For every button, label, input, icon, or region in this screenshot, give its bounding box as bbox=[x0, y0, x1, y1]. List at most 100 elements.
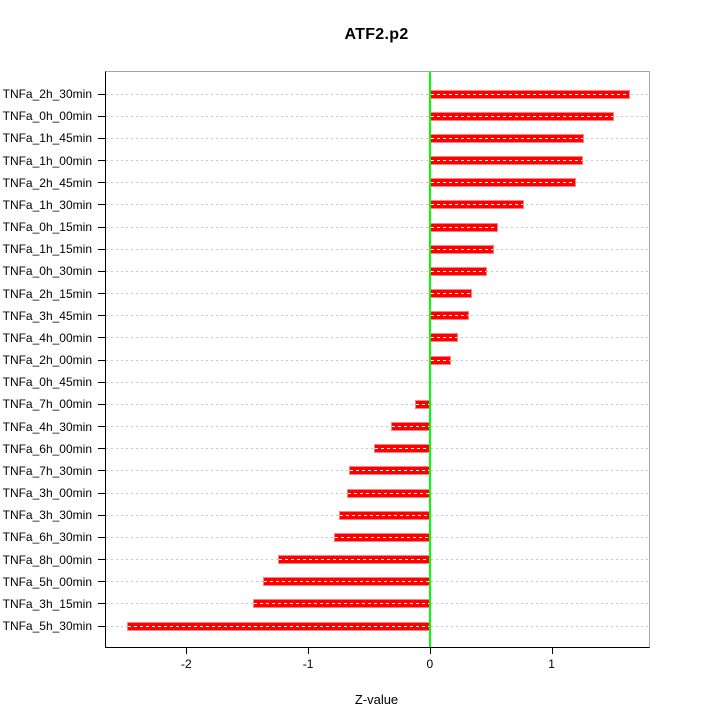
bar bbox=[263, 577, 430, 587]
bar bbox=[429, 222, 499, 232]
y-axis-tick bbox=[98, 492, 105, 494]
bar bbox=[338, 510, 430, 520]
y-axis-category-label: TNFa_5h_30min bbox=[2, 619, 92, 633]
y-axis-tick bbox=[98, 470, 105, 472]
bar bbox=[429, 200, 524, 210]
x-axis-tick-label: 0 bbox=[426, 657, 434, 671]
y-axis-category-label: TNFa_1h_00min bbox=[2, 153, 92, 168]
y-axis-tick bbox=[98, 315, 105, 317]
bar-inner-dash bbox=[430, 315, 468, 317]
gridline bbox=[106, 337, 649, 339]
bar-inner-dash bbox=[391, 426, 429, 427]
bar-inner-dash bbox=[430, 359, 450, 361]
x-axis-tick bbox=[308, 648, 310, 654]
gridline bbox=[106, 160, 649, 161]
chart-title: ATF2.p2 bbox=[344, 26, 409, 43]
bar bbox=[390, 422, 430, 431]
y-axis-category-label: TNFa_0h_45min bbox=[2, 375, 92, 390]
bar-inner-dash bbox=[430, 248, 494, 250]
y-axis-category-label: TNFa_7h_30min bbox=[2, 463, 92, 478]
x-axis-tick bbox=[186, 648, 188, 654]
bar bbox=[429, 355, 451, 365]
y-axis-category-label: TNFa_7h_00min bbox=[2, 397, 92, 412]
y-axis-tick bbox=[98, 581, 105, 583]
y-axis-tick bbox=[98, 160, 105, 161]
y-axis-tick bbox=[98, 337, 105, 339]
bar bbox=[349, 466, 430, 476]
bar bbox=[429, 89, 630, 99]
y-axis-category-label: TNFa_8h_00min bbox=[2, 552, 92, 567]
gridline bbox=[106, 115, 649, 117]
y-axis-tick bbox=[98, 226, 105, 228]
gridline bbox=[106, 426, 649, 427]
bar-inner-dash bbox=[350, 470, 429, 472]
x-axis-label: Z-value bbox=[354, 692, 399, 707]
y-axis-category-label: TNFa_2h_00min bbox=[2, 353, 92, 367]
y-axis-tick bbox=[98, 93, 105, 95]
bar bbox=[277, 555, 430, 564]
gridline bbox=[106, 403, 649, 405]
y-axis-tick bbox=[98, 514, 105, 516]
bar-inner-dash bbox=[430, 93, 629, 95]
bar bbox=[415, 399, 430, 409]
y-axis-category-label: TNFa_0h_00min bbox=[2, 109, 92, 124]
bar-inner-dash bbox=[254, 603, 429, 605]
y-axis-category-label: TNFa_1h_45min bbox=[2, 131, 92, 146]
bar-inner-dash bbox=[339, 514, 429, 516]
bar-inner-dash bbox=[430, 204, 523, 206]
y-axis-category-label: TNFa_6h_00min bbox=[2, 441, 92, 456]
y-axis-tick bbox=[98, 381, 105, 383]
gridline bbox=[106, 137, 649, 139]
gridline bbox=[106, 248, 649, 250]
bar-inner-dash bbox=[334, 536, 429, 538]
bar-inner-dash bbox=[374, 448, 429, 450]
bar-inner-dash bbox=[430, 226, 498, 228]
bar bbox=[347, 488, 430, 498]
zero-line bbox=[428, 72, 431, 647]
y-axis-category-label: TNFa_0h_15min bbox=[2, 220, 92, 234]
bar-inner-dash bbox=[278, 559, 429, 560]
y-axis-category-label: TNFa_3h_45min bbox=[2, 308, 92, 323]
y-axis-tick bbox=[98, 204, 105, 206]
bar-inner-dash bbox=[416, 403, 429, 405]
y-axis-tick bbox=[98, 248, 105, 250]
gridline bbox=[106, 315, 649, 317]
x-axis-tick-label: 1 bbox=[548, 657, 555, 671]
y-axis-category-label: TNFa_0h_30min bbox=[2, 264, 92, 279]
y-axis-category-label: TNFa_3h_30min bbox=[2, 508, 92, 523]
y-axis-category-label: TNFa_3h_00min bbox=[2, 486, 92, 500]
gridline bbox=[106, 359, 649, 361]
y-axis-category-label: TNFa_2h_30min bbox=[2, 87, 92, 101]
bar-inner-dash bbox=[430, 337, 457, 339]
y-axis-category-label: TNFa_1h_15min bbox=[2, 242, 92, 257]
y-axis-category-label: TNFa_1h_30min bbox=[2, 197, 92, 212]
bar-inner-dash bbox=[127, 625, 429, 627]
y-axis-tick bbox=[98, 115, 105, 117]
bar-inner-dash bbox=[430, 293, 472, 294]
y-axis-category-label: TNFa_5h_00min bbox=[2, 574, 92, 589]
x-axis-tick-label: -1 bbox=[302, 657, 314, 671]
y-axis-tick bbox=[98, 448, 105, 450]
y-axis-tick bbox=[98, 603, 105, 605]
y-axis-category-label: TNFa_2h_15min bbox=[2, 286, 92, 301]
x-axis-tick-label: -2 bbox=[181, 657, 192, 671]
plot-area: TNFa_2h_30min TNFa_0h_00min TNFa_1h_45min T… bbox=[3, 71, 650, 671]
y-axis-tick bbox=[98, 137, 105, 139]
bar bbox=[429, 244, 495, 254]
gridline bbox=[106, 204, 649, 206]
bar bbox=[429, 133, 585, 143]
x-axis-tick bbox=[429, 648, 431, 654]
y-axis-category-label: TNFa_4h_00min bbox=[2, 330, 92, 345]
gridline bbox=[106, 182, 649, 184]
y-axis-tick bbox=[98, 270, 105, 272]
gridline bbox=[106, 293, 649, 294]
y-axis-tick bbox=[98, 625, 105, 627]
bar bbox=[429, 156, 584, 165]
y-axis-tick bbox=[98, 359, 105, 361]
bar-inner-dash bbox=[430, 160, 583, 161]
y-axis-tick bbox=[98, 182, 105, 184]
y-axis-category-label: TNFa_6h_30min bbox=[2, 530, 92, 545]
y-axis-category-label: TNFa_3h_15min bbox=[2, 596, 92, 611]
bar bbox=[373, 444, 430, 454]
